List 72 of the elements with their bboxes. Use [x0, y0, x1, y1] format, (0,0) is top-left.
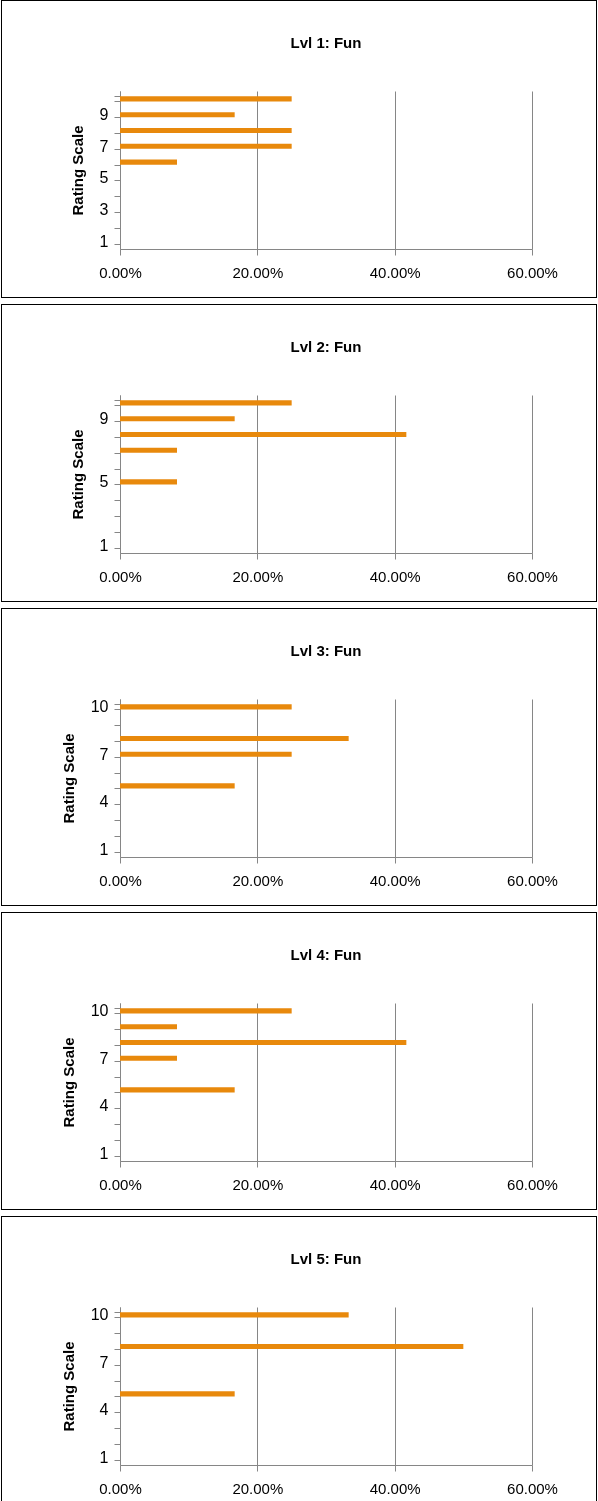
y-tick-label: 9	[99, 410, 109, 428]
bar	[120, 96, 292, 102]
bar	[120, 751, 292, 757]
y-axis-title: Rating Scale	[59, 1037, 77, 1128]
bar	[120, 1008, 292, 1014]
bar	[120, 704, 292, 710]
y-tick-label: 10	[90, 698, 109, 716]
x-tick-label: 20.00%	[232, 1175, 284, 1193]
x-tick-label: 0.00%	[99, 871, 142, 889]
y-axis-title: Rating Scale	[68, 429, 86, 520]
chart-title: Lvl 3: Fun	[290, 642, 362, 659]
x-tick-label: 60.00%	[507, 567, 558, 585]
bar	[120, 1039, 407, 1046]
chart-title: Lvl 5: Fun	[290, 1250, 362, 1267]
x-tick-label: 0.00%	[99, 263, 142, 281]
y-tick-label: 9	[99, 106, 109, 124]
y-tick-label: 5	[99, 169, 109, 187]
y-tick-label: 7	[99, 1353, 109, 1371]
y-tick-label: 4	[99, 1401, 109, 1419]
bar	[120, 1024, 177, 1030]
x-tick-label: 40.00%	[369, 263, 421, 281]
y-tick-label: 7	[99, 137, 109, 155]
bar	[120, 143, 292, 149]
bar	[120, 479, 177, 485]
y-tick-label: 4	[99, 793, 109, 811]
x-tick-label: 60.00%	[507, 1479, 558, 1497]
y-tick-label: 3	[99, 201, 109, 218]
x-tick-label: 40.00%	[369, 567, 421, 585]
x-tick-label: 0.00%	[99, 567, 142, 585]
y-tick-label: 1	[99, 1448, 109, 1466]
bar	[120, 1343, 464, 1350]
bar	[120, 1391, 235, 1397]
y-tick-label: 5	[99, 473, 109, 491]
y-tick-label: 7	[99, 745, 109, 763]
x-tick-label: 0.00%	[99, 1175, 142, 1193]
bar	[120, 1312, 349, 1318]
x-tick-label: 60.00%	[507, 1175, 558, 1193]
y-tick-label: 4	[99, 1097, 109, 1115]
x-tick-label: 40.00%	[369, 871, 421, 889]
x-tick-label: 20.00%	[232, 263, 284, 281]
y-tick-label: 1	[99, 1144, 109, 1162]
y-tick-label: 1	[99, 536, 109, 554]
x-tick-label: 60.00%	[507, 263, 558, 281]
x-tick-label: 20.00%	[232, 871, 284, 889]
bar	[120, 127, 292, 134]
chart-title: Lvl 1: Fun	[290, 34, 362, 51]
y-axis-title: Rating Scale	[59, 733, 77, 824]
bar	[120, 1087, 235, 1093]
x-tick-label: 0.00%	[99, 1479, 142, 1497]
y-axis-title: Rating Scale	[68, 125, 86, 216]
bar	[120, 159, 177, 165]
x-tick-label: 60.00%	[507, 871, 558, 889]
bar	[120, 400, 292, 406]
x-tick-label: 20.00%	[232, 1479, 284, 1497]
x-tick-label: 40.00%	[369, 1175, 421, 1193]
y-tick-label: 10	[90, 1002, 109, 1020]
y-tick-label: 1	[99, 232, 109, 250]
bar	[120, 783, 235, 789]
bar	[120, 1055, 177, 1061]
bar	[120, 416, 235, 422]
chart-title: Lvl 2: Fun	[290, 338, 362, 355]
chart-title: Lvl 4: Fun	[290, 946, 362, 963]
bar	[120, 447, 177, 453]
x-tick-label: 20.00%	[232, 567, 284, 585]
y-tick-label: 10	[90, 1306, 109, 1324]
y-tick-label: 1	[99, 840, 109, 858]
bar	[120, 431, 407, 438]
bar	[120, 112, 235, 118]
y-tick-label: 7	[99, 1049, 109, 1067]
y-axis-title: Rating Scale	[59, 1341, 77, 1432]
bar	[120, 735, 349, 742]
x-tick-label: 40.00%	[369, 1479, 421, 1497]
